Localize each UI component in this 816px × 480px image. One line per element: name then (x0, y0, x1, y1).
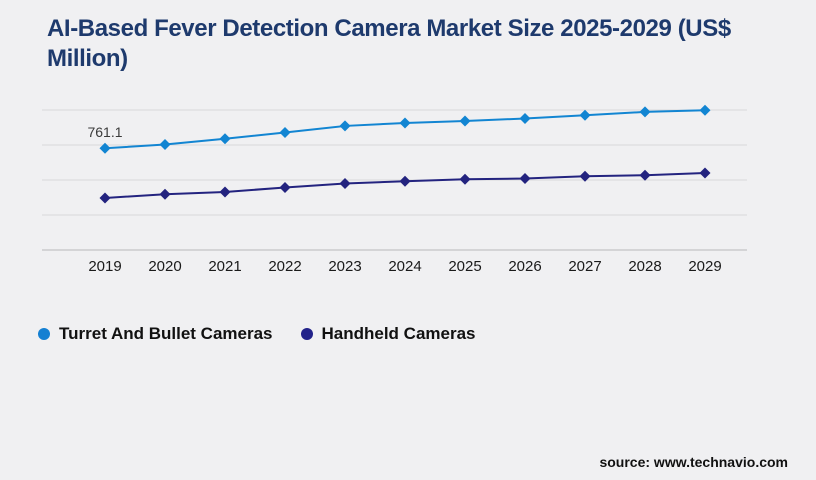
chart-legend: Turret And Bullet Cameras Handheld Camer… (38, 324, 476, 344)
legend-dot-handheld-icon (300, 328, 313, 340)
x-tick-label: 2020 (148, 258, 181, 275)
data-point-marker (99, 142, 111, 154)
x-tick-label: 2024 (388, 258, 421, 275)
data-point-marker (519, 113, 531, 125)
data-point-marker (279, 127, 291, 139)
data-point-marker (699, 167, 711, 179)
x-tick-label: 2026 (508, 258, 541, 275)
data-point-label: 761.1 (87, 124, 122, 140)
data-point-marker (459, 173, 471, 185)
legend-label-handheld: Handheld Cameras (321, 324, 476, 343)
chart-title: AI-Based Fever Detection Camera Market S… (47, 15, 731, 72)
data-point-marker (579, 170, 591, 182)
data-point-marker (219, 186, 231, 198)
legend-dot-turret-icon (38, 328, 50, 340)
data-point-marker (699, 104, 711, 116)
data-point-marker (99, 192, 111, 204)
data-point-marker (159, 139, 171, 151)
legend-item-turret: Turret And Bullet Cameras (38, 324, 273, 344)
data-point-marker (639, 169, 651, 181)
x-tick-label: 2021 (208, 258, 241, 275)
data-point-marker (459, 115, 471, 127)
x-tick-label: 2019 (88, 258, 121, 275)
line-chart: 2019 2020 2021 2022 2023 2024 2025 2026 2027 2028… (42, 104, 747, 275)
data-point-marker (399, 175, 411, 187)
data-point-marker (399, 117, 411, 129)
series-line-0 (104, 109, 706, 150)
data-point-marker (519, 173, 531, 185)
legend-label-turret: Turret And Bullet Cameras (59, 324, 273, 343)
x-tick-label: 2029 (688, 258, 721, 275)
x-tick-label: 2025 (448, 258, 481, 275)
data-point-marker (279, 182, 291, 194)
x-tick-label: 2028 (628, 258, 661, 275)
x-tick-label: 2023 (328, 258, 361, 275)
x-tick-label: 2022 (268, 258, 301, 275)
data-point-marker (639, 106, 651, 118)
data-point-marker (219, 133, 231, 145)
data-point-marker (159, 188, 171, 200)
x-tick-label: 2027 (568, 258, 601, 275)
data-point-marker (579, 109, 591, 121)
source-credit: source: www.technavio.com (599, 454, 788, 470)
data-point-marker (339, 120, 351, 132)
data-point-marker (339, 178, 351, 190)
legend-item-handheld: Handheld Cameras (300, 324, 476, 344)
